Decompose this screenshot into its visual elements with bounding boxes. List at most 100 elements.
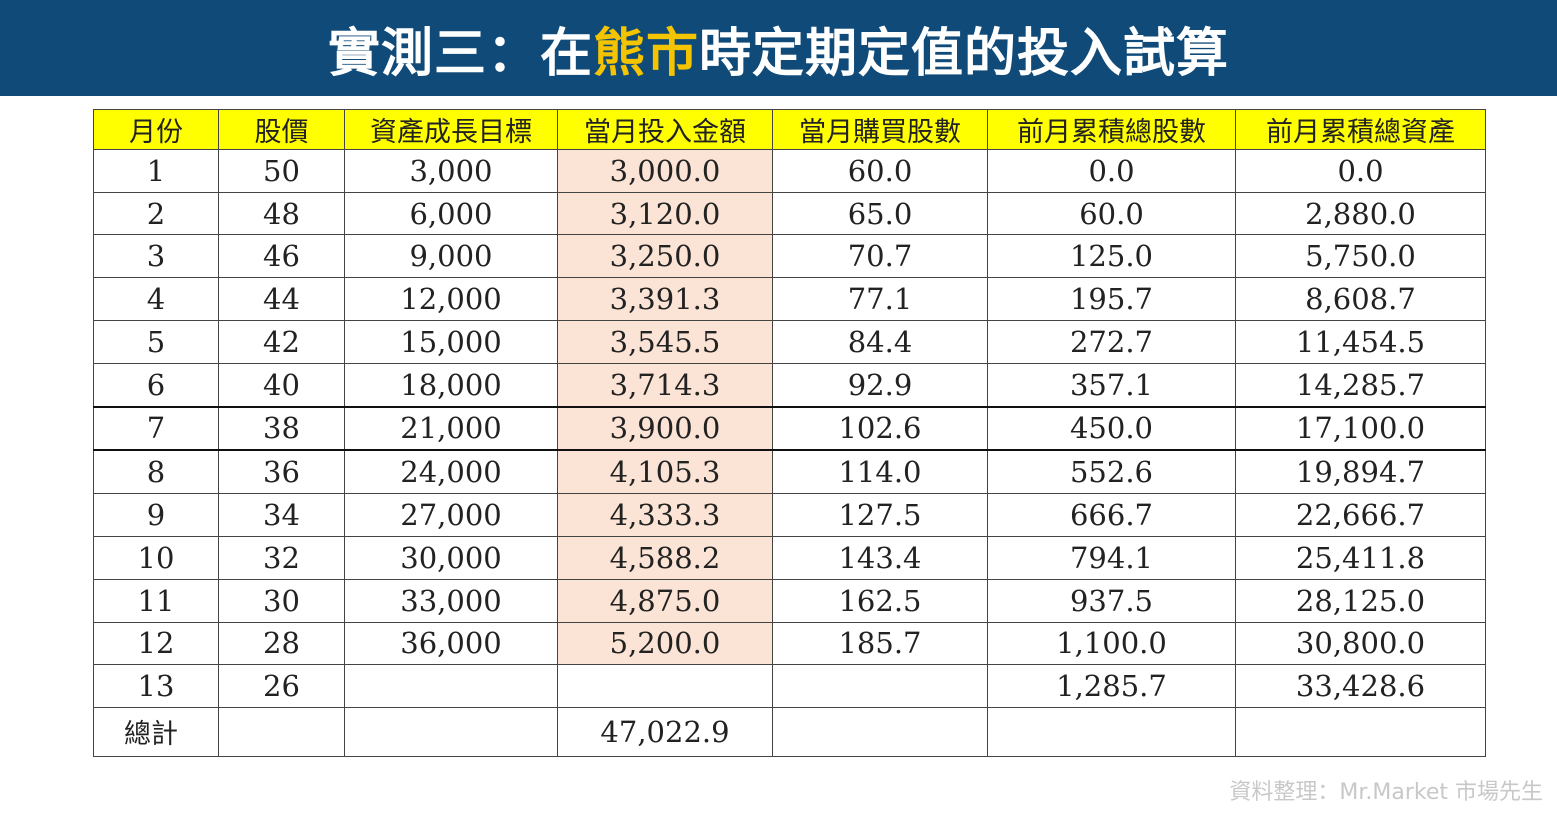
cell-amount: 4,588.2 — [557, 536, 773, 580]
total-label: 總計 — [93, 706, 219, 758]
cell-price: 40 — [218, 362, 345, 408]
cell-month: 6 — [93, 362, 219, 408]
title-prefix: 實測三：在 — [327, 23, 593, 84]
cell-shares: 70.7 — [772, 234, 988, 279]
cell-target: 18,000 — [344, 362, 558, 408]
cell-amount: 3,250.0 — [557, 234, 773, 279]
cell-total-assets: 30,800.0 — [1235, 621, 1486, 666]
cell-total-assets: 17,100.0 — [1235, 405, 1486, 451]
title-highlight: 熊市 — [592, 23, 699, 84]
table-row: 10 32 30,000 4,588.2 143.4 794.1 25,411.8 — [93, 536, 1486, 580]
cell-amount: 3,900.0 — [557, 405, 773, 451]
cell-price: 34 — [218, 493, 345, 538]
table-row: 12 28 36,000 5,200.0 185.7 1,100.0 30,800.0 — [93, 621, 1486, 666]
header-cell-month: 月份 — [93, 109, 219, 150]
cell-shares: 60.0 — [772, 149, 988, 193]
table-row: 11 30 33,000 4,875.0 162.5 937.5 28,125.0 — [93, 578, 1486, 623]
cell-month: 1 — [93, 149, 219, 193]
cell-total-shares: 125.0 — [987, 234, 1236, 279]
cell-amount: 3,000.0 — [557, 149, 773, 193]
cell-month: 8 — [93, 449, 219, 495]
cell-price: 44 — [218, 277, 345, 321]
table-row: 4 44 12,000 3,391.3 77.1 195.7 8,608.7 — [93, 277, 1486, 321]
cell-month: 13 — [93, 664, 219, 708]
cell-amount: 4,875.0 — [557, 578, 773, 623]
cell-total-assets: 25,411.8 — [1235, 536, 1486, 580]
cell-month: 11 — [93, 578, 219, 623]
cell-month: 10 — [93, 536, 219, 580]
total-row: 總計 47,022.9 — [93, 706, 1486, 758]
cell-month: 4 — [93, 277, 219, 321]
cell-total-shares: 450.0 — [987, 405, 1236, 451]
table-row: 1 50 3,000 3,000.0 60.0 0.0 0.0 — [93, 149, 1486, 193]
header-row: 月份 股價 資產成長目標 當月投入金額 當月購買股數 前月累積總股數 前月累積總… — [93, 109, 1486, 150]
cell-price: 30 — [218, 578, 345, 623]
cell-total-shares: 666.7 — [987, 493, 1236, 538]
cell-month: 12 — [93, 621, 219, 666]
cell-target: 21,000 — [344, 405, 558, 451]
cell-total-shares: 0.0 — [987, 149, 1236, 193]
cell-target: 12,000 — [344, 277, 558, 321]
table-cell — [987, 706, 1236, 758]
cell-shares: 143.4 — [772, 536, 988, 580]
cell-target: 33,000 — [344, 578, 558, 623]
cell-price: 38 — [218, 405, 345, 451]
cell-price: 46 — [218, 234, 345, 279]
cell-amount — [557, 664, 773, 708]
cell-shares: 127.5 — [772, 493, 988, 538]
header-cell-target: 資產成長目標 — [344, 109, 558, 150]
cell-amount: 3,714.3 — [557, 362, 773, 408]
cell-amount: 3,391.3 — [557, 277, 773, 321]
cell-total-shares: 794.1 — [987, 536, 1236, 580]
cell-total-assets: 33,428.6 — [1235, 664, 1486, 708]
cell-total-shares: 1,100.0 — [987, 621, 1236, 666]
cell-price: 32 — [218, 536, 345, 580]
cell-total-assets: 22,666.7 — [1235, 493, 1486, 538]
cell-amount: 3,545.5 — [557, 319, 773, 364]
cell-target: 36,000 — [344, 621, 558, 666]
cell-total-assets: 5,750.0 — [1235, 234, 1486, 279]
header-cell-shares: 當月購買股數 — [772, 109, 988, 150]
header-cell-total-assets: 前月累積總資產 — [1235, 109, 1486, 150]
table-cell — [344, 706, 558, 758]
table-cell — [772, 706, 988, 758]
cell-total-assets: 19,894.7 — [1235, 449, 1486, 495]
cell-total-assets: 14,285.7 — [1235, 362, 1486, 408]
cell-target: 30,000 — [344, 536, 558, 580]
cell-amount: 4,333.3 — [557, 493, 773, 538]
cell-shares: 102.6 — [772, 405, 988, 451]
cell-target: 24,000 — [344, 449, 558, 495]
cell-target: 6,000 — [344, 191, 558, 236]
cell-total-assets: 8,608.7 — [1235, 277, 1486, 321]
investment-table: 月份 股價 資產成長目標 當月投入金額 當月購買股數 前月累積總股數 前月累積總… — [93, 109, 1486, 758]
cell-price: 42 — [218, 319, 345, 364]
cell-month: 2 — [93, 191, 219, 236]
cell-shares: 65.0 — [772, 191, 988, 236]
cell-shares: 77.1 — [772, 277, 988, 321]
table-row: 6 40 18,000 3,714.3 92.9 357.1 14,285.7 — [93, 362, 1486, 408]
cell-total-shares: 937.5 — [987, 578, 1236, 623]
title-suffix: 時定期定值的投入試算 — [699, 23, 1230, 84]
table-row: 9 34 27,000 4,333.3 127.5 666.7 22,666.7 — [93, 493, 1486, 538]
cell-shares: 92.9 — [772, 362, 988, 408]
cell-total-assets: 2,880.0 — [1235, 191, 1486, 236]
cell-target — [344, 664, 558, 708]
cell-total-assets: 0.0 — [1235, 149, 1486, 193]
cell-total-shares: 272.7 — [987, 319, 1236, 364]
cell-amount: 3,120.0 — [557, 191, 773, 236]
cell-total-assets: 11,454.5 — [1235, 319, 1486, 364]
cell-price: 28 — [218, 621, 345, 666]
cell-shares: 162.5 — [772, 578, 988, 623]
header-cell-price: 股價 — [218, 109, 345, 150]
cell-month: 3 — [93, 234, 219, 279]
cell-target: 15,000 — [344, 319, 558, 364]
cell-month: 5 — [93, 319, 219, 364]
cell-price: 26 — [218, 664, 345, 708]
table-row: 3 46 9,000 3,250.0 70.7 125.0 5,750.0 — [93, 234, 1486, 279]
table-body: 1 50 3,000 3,000.0 60.0 0.0 0.0 2 4 8 6,000 3,120.0… — [93, 149, 1486, 758]
cell-shares: 185.7 — [772, 621, 988, 666]
source-credit: 資料整理：Mr.Market 市場先生 — [1229, 780, 1543, 805]
cell-amount: 4,105.3 — [557, 449, 773, 495]
title-bar: 實測三：在熊市時定期定值的投入試算 — [0, 0, 1557, 96]
cell-total-assets: 28,125.0 — [1235, 578, 1486, 623]
